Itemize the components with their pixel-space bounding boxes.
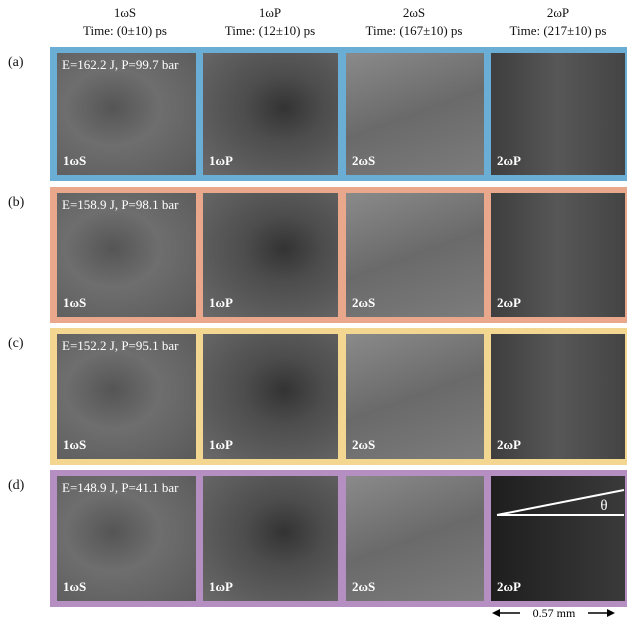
- image-panel: 2ωS: [346, 476, 484, 601]
- column-time: Time: (167±10) ps: [344, 22, 484, 40]
- image-panel: 1ωP: [203, 53, 338, 175]
- image-panel: E=148.9 J, P=41.1 bar 1ωS: [57, 476, 196, 601]
- image-panel: 2ωP: [491, 53, 625, 175]
- energy-annotation: E=158.9 J, P=98.1 bar: [62, 197, 179, 213]
- row-frame: E=152.2 J, P=95.1 bar 1ωS 1ωP 2ωS 2ωP: [50, 328, 627, 465]
- panel-label: 1ωS: [63, 437, 86, 453]
- panel-label: 2ωP: [497, 579, 521, 595]
- row-frame: E=158.9 J, P=98.1 bar 1ωS 1ωP 2ωS 2ωP: [50, 187, 627, 323]
- column-label: 1ωP: [200, 4, 340, 22]
- panel-label: 2ωP: [497, 295, 521, 311]
- column-label: 2ωP: [488, 4, 627, 22]
- image-panel: 2ωS: [346, 193, 484, 317]
- energy-annotation: E=148.9 J, P=41.1 bar: [62, 480, 179, 496]
- row-label: (d): [8, 478, 24, 494]
- row-label: (c): [8, 336, 24, 352]
- column-time: Time: (0±10) ps: [55, 22, 195, 40]
- scale-arrowhead: [492, 609, 615, 617]
- panel-label: 1ωS: [63, 153, 86, 169]
- image-panel: 1ωP: [203, 193, 338, 317]
- panel-label: 1ωP: [209, 579, 233, 595]
- image-panel: E=162.2 J, P=99.7 bar 1ωS: [57, 53, 196, 175]
- row-label: (b): [8, 195, 24, 211]
- panel-label: 2ωS: [352, 153, 375, 169]
- row-frame: E=162.2 J, P=99.7 bar 1ωS 1ωP 2ωS 2ωP: [50, 47, 627, 181]
- panel-label: 2ωS: [352, 295, 375, 311]
- image-panel: 2ωP: [491, 193, 625, 317]
- scale-label: 0.57 mm: [533, 606, 576, 620]
- column-time: Time: (217±10) ps: [488, 22, 627, 40]
- column-time: Time: (12±10) ps: [200, 22, 340, 40]
- image-panel: 2ωP: [491, 334, 625, 459]
- row-frame: E=148.9 J, P=41.1 bar 1ωS 1ωP 2ωS 2ωP: [50, 470, 627, 607]
- image-panel: 1ωP: [203, 476, 338, 601]
- image-panel: 2ωP: [491, 476, 625, 601]
- image-panel: 2ωS: [346, 53, 484, 175]
- panel-label: 1ωS: [63, 295, 86, 311]
- energy-annotation: E=162.2 J, P=99.7 bar: [62, 57, 179, 73]
- image-panel: E=152.2 J, P=95.1 bar 1ωS: [57, 334, 196, 459]
- column-label: 2ωS: [344, 4, 484, 22]
- panel-label: 2ωS: [352, 437, 375, 453]
- energy-annotation: E=152.2 J, P=95.1 bar: [62, 338, 179, 354]
- panel-label: 1ωP: [209, 295, 233, 311]
- image-panel: 1ωP: [203, 334, 338, 459]
- image-panel: 2ωS: [346, 334, 484, 459]
- panel-label: 1ωP: [209, 153, 233, 169]
- panel-label: 1ωP: [209, 437, 233, 453]
- column-label: 1ωS: [55, 4, 195, 22]
- panel-label: 2ωS: [352, 579, 375, 595]
- figure: θ 0.57 mm 1ωSTime: (0±10) ps1ωPTime: (12…: [0, 0, 627, 621]
- panel-label: 1ωS: [63, 579, 86, 595]
- panel-label: 2ωP: [497, 437, 521, 453]
- panel-label: 2ωP: [497, 153, 521, 169]
- image-panel: E=158.9 J, P=98.1 bar 1ωS: [57, 193, 196, 317]
- row-label: (a): [8, 55, 24, 71]
